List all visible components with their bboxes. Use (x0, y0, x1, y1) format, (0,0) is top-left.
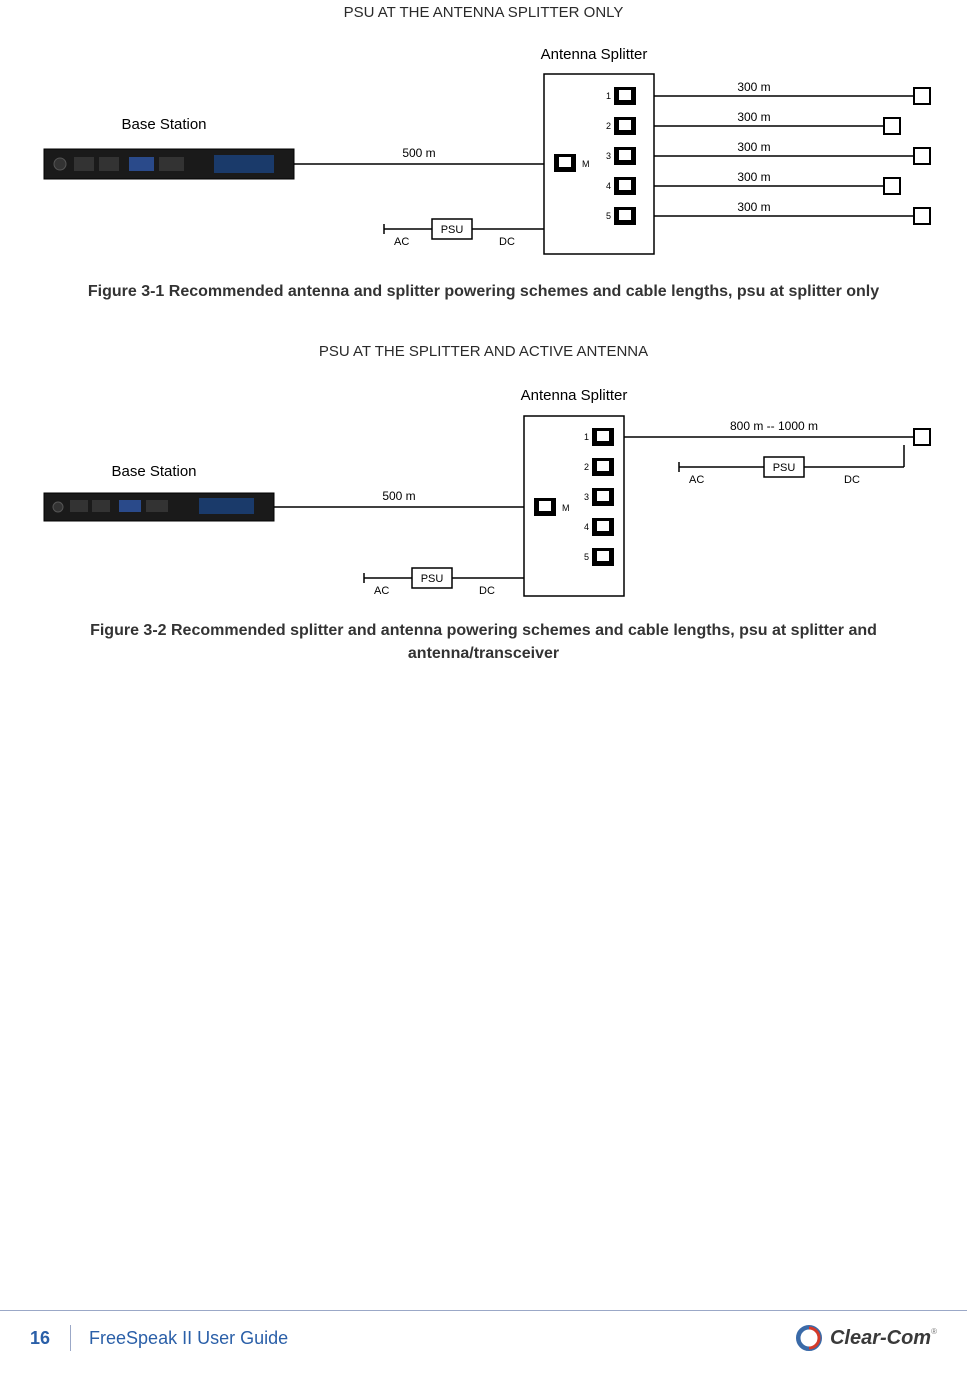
figure1-title: PSU AT THE ANTENNA SPLITTER ONLY (30, 4, 937, 21)
svg-text:1: 1 (606, 91, 611, 101)
svg-text:3: 3 (606, 151, 611, 161)
svg-text:2: 2 (584, 462, 589, 472)
page-footer: 16 FreeSpeak II User Guide Clear-Com® (0, 1310, 967, 1351)
svg-text:300 m: 300 m (737, 170, 770, 184)
svg-text:300 m: 300 m (737, 110, 770, 124)
figure2-caption: Figure 3-2 Recommended splitter and ante… (30, 620, 937, 665)
svg-text:2: 2 (606, 121, 611, 131)
svg-text:5: 5 (606, 211, 611, 221)
svg-text:AC: AC (394, 236, 409, 248)
svg-text:800 m -- 1000 m: 800 m -- 1000 m (729, 419, 817, 433)
svg-text:AC: AC (374, 585, 389, 597)
page-number: 16 (0, 1325, 71, 1351)
svg-text:5: 5 (584, 552, 589, 562)
figure1-diagram: Antenna Splitter Base Station 500 m M 1 … (34, 29, 934, 269)
svg-text:500 m: 500 m (382, 489, 415, 503)
svg-text:PSU: PSU (440, 224, 463, 236)
doc-title: FreeSpeak II User Guide (71, 1328, 288, 1349)
svg-text:500 m: 500 m (402, 146, 435, 160)
svg-text:300 m: 300 m (737, 140, 770, 154)
svg-text:4: 4 (584, 522, 589, 532)
svg-text:M: M (562, 503, 570, 513)
svg-text:300 m: 300 m (737, 80, 770, 94)
svg-text:3: 3 (584, 492, 589, 502)
svg-text:Base Station: Base Station (111, 463, 196, 480)
svg-text:M: M (582, 159, 590, 169)
svg-text:1: 1 (584, 432, 589, 442)
svg-text:300 m: 300 m (737, 200, 770, 214)
svg-text:AC: AC (689, 474, 704, 486)
svg-text:PSU: PSU (420, 573, 443, 585)
svg-text:Antenna Splitter: Antenna Splitter (520, 387, 627, 404)
svg-text:Base Station: Base Station (121, 116, 206, 133)
svg-text:Antenna Splitter: Antenna Splitter (540, 46, 647, 63)
figure2-title: PSU AT THE SPLITTER AND ACTIVE ANTENNA (30, 343, 937, 360)
svg-text:DC: DC (499, 236, 515, 248)
svg-text:DC: DC (844, 474, 860, 486)
brand-logo: Clear-Com® (796, 1325, 967, 1351)
svg-text:DC: DC (479, 585, 495, 597)
figure1-caption: Figure 3-1 Recommended antenna and split… (30, 281, 937, 303)
figure2-diagram: Antenna Splitter Base Station 500 m M 1 … (34, 368, 934, 608)
svg-text:PSU: PSU (772, 462, 795, 474)
svg-text:4: 4 (606, 181, 611, 191)
